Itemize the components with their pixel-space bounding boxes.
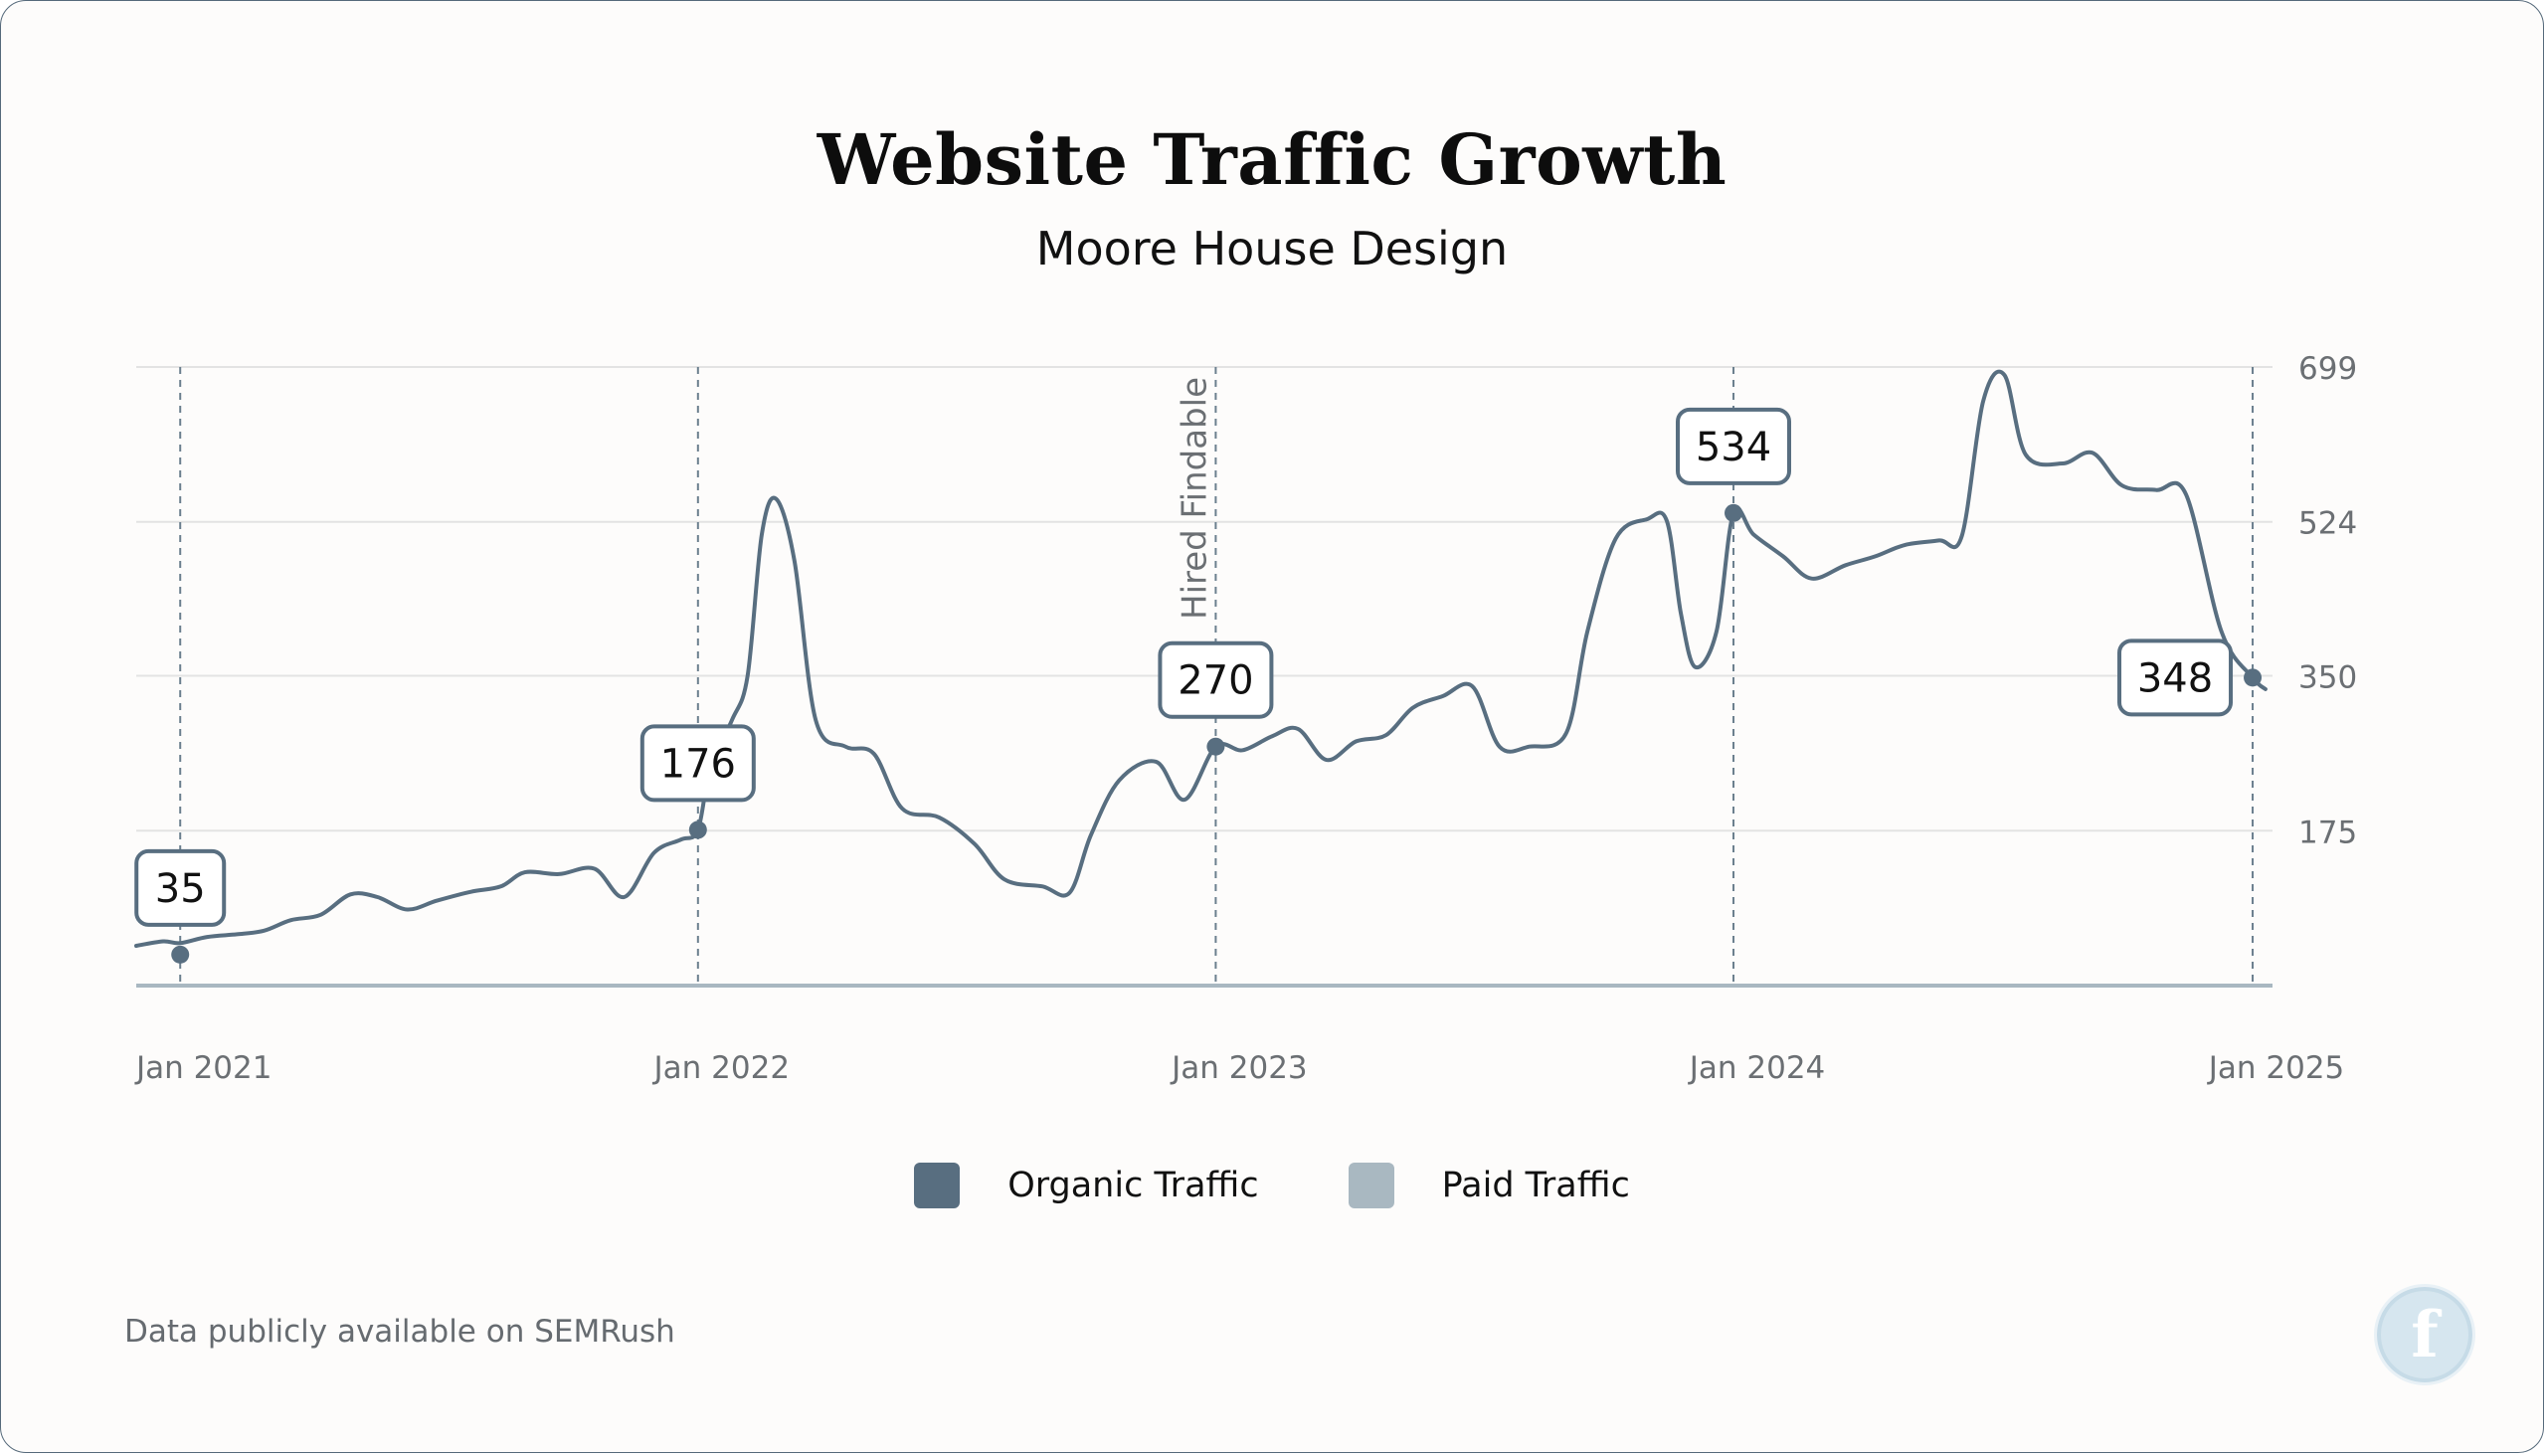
annotation-point-3 bbox=[1725, 503, 1743, 522]
y-tick-label-3: 699 bbox=[2298, 351, 2357, 387]
x-tick-label-1: Jan 2022 bbox=[652, 1050, 791, 1086]
annotation-layer: 35 176 270 534 348 bbox=[134, 407, 2263, 964]
annotation-label-3: 534 bbox=[1696, 425, 1771, 470]
x-tick-label-3: Jan 2024 bbox=[1688, 1050, 1826, 1086]
annotation-box-2 bbox=[1158, 640, 1274, 719]
annotation-label-4: 348 bbox=[2137, 655, 2213, 701]
legend-item-organic[interactable]: Organic Traffic bbox=[914, 1163, 1259, 1208]
y-tick-label-1: 350 bbox=[2298, 660, 2357, 696]
legend-swatch-paid bbox=[1348, 1163, 1394, 1208]
chart-title: Website Traffic Growth bbox=[817, 118, 1728, 201]
logo-letter: f bbox=[2411, 1297, 2439, 1372]
legend: Organic Traffic Paid Traffic bbox=[1, 1163, 2543, 1208]
x-tick-label-0: Jan 2021 bbox=[134, 1050, 273, 1086]
annotation-point-2 bbox=[1206, 737, 1225, 756]
legend-swatch-organic bbox=[914, 1163, 961, 1208]
event-marker-label-0: Hired Findable bbox=[1175, 377, 1214, 620]
axis-layer: 175 350 524 699 Jan 2021 Jan 2022 Jan 2023 Jan … bbox=[134, 351, 2357, 1086]
x-tick-label-2: Jan 2023 bbox=[1170, 1050, 1308, 1086]
annotation-box-4 bbox=[2117, 638, 2234, 717]
annotation-label-1: 176 bbox=[660, 741, 736, 787]
annotation-point-0 bbox=[171, 945, 190, 964]
annotation-point-4 bbox=[2244, 668, 2263, 687]
annotation-label-0: 35 bbox=[155, 866, 206, 912]
annotation-point-1 bbox=[688, 820, 707, 839]
annotation-box-3 bbox=[1676, 407, 1792, 485]
grid-layer bbox=[136, 366, 2273, 832]
source-note: Data publicly available on SEMRush bbox=[124, 1314, 675, 1350]
y-tick-label-2: 524 bbox=[2298, 506, 2357, 542]
legend-item-paid[interactable]: Paid Traffic bbox=[1348, 1163, 1630, 1208]
annotation-box-1 bbox=[639, 724, 756, 803]
marker-layer: Hired Findable bbox=[179, 367, 2255, 986]
y-tick-label-0: 175 bbox=[2298, 815, 2357, 850]
x-tick-label-4: Jan 2025 bbox=[2207, 1050, 2345, 1086]
chart-subtitle: Moore House Design bbox=[1035, 222, 1509, 275]
legend-label-paid: Paid Traffic bbox=[1441, 1166, 1630, 1205]
brand-logo-icon: f bbox=[2374, 1284, 2475, 1385]
annotation-box-0 bbox=[134, 848, 227, 927]
annotation-label-2: 270 bbox=[1178, 658, 1253, 704]
legend-label-organic: Organic Traffic bbox=[1007, 1166, 1259, 1205]
